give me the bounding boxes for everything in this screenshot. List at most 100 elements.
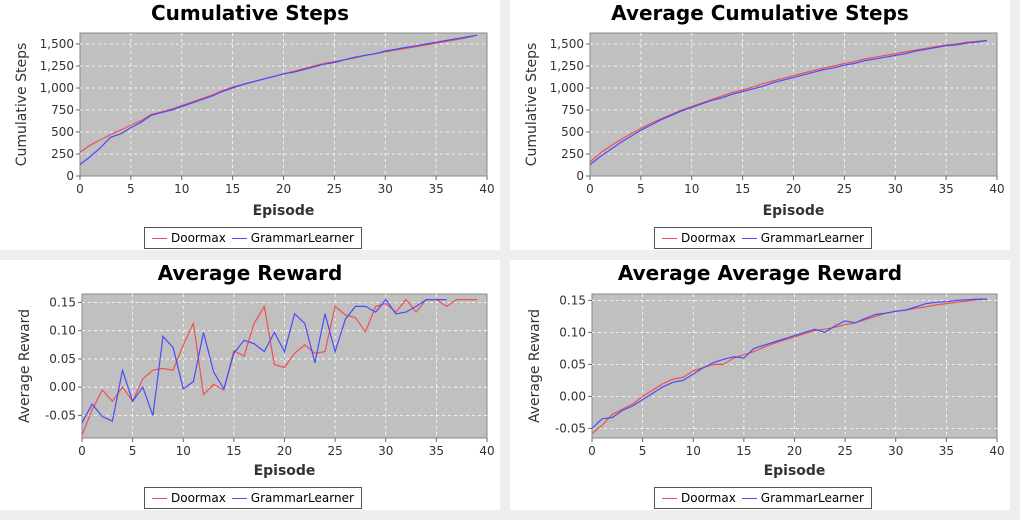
series-line-doormax [589,39,987,163]
y-axis-label: Average Reward [527,309,543,423]
chart-panel-average-cumulative-steps: Average Cumulative Steps 0 5 10 15 20 25 30 35 4… [510,0,1010,250]
y-tick-label: 0.05 [49,352,76,366]
legend-swatch-doormax [152,237,167,239]
y-axis-label: Cumulative Steps [524,43,540,167]
legend-item-doormax: Doormax [152,491,226,505]
legend-label: Doormax [171,491,226,505]
x-tick-label: 15 [735,182,750,196]
legend: Doormax GrammarLearner [654,227,872,249]
legend-item-doormax: Doormax [662,231,736,245]
x-tick-label: 15 [736,444,751,458]
x-tick-label: 35 [428,182,443,196]
y-tick-label: 0.05 [559,357,586,371]
legend: Doormax GrammarLearner [144,487,362,509]
legend-item-grammarlearner: GrammarLearner [231,231,354,245]
legend-swatch-doormax [662,237,677,239]
y-tick-label: 1,000 [40,81,74,95]
legend-swatch-doormax [662,497,677,499]
legend-label: GrammarLearner [250,231,354,245]
chart-title: Average Reward [157,261,343,285]
legend: Doormax GrammarLearner [144,227,362,249]
series-line-grammarlearner [79,34,477,166]
x-tick-label: 0 [586,182,594,196]
chart-title: Cumulative Steps [150,1,350,25]
x-tick-label: 0 [588,444,596,458]
x-tick-label: 35 [429,444,444,458]
plot-area [79,32,488,177]
x-tick-label: 20 [787,444,802,458]
x-tick-label: 25 [327,444,342,458]
y-tick-label: 500 [51,125,74,139]
series-line-grammarlearner [591,298,987,429]
x-axis-label: Episode [764,463,826,479]
legend-swatch-doormax [152,497,167,499]
x-tick-label: 10 [174,182,189,196]
y-tick-label: 0.10 [559,325,586,339]
y-tick-label: 1,500 [40,37,74,51]
x-tick-label: 10 [684,182,699,196]
chart-cumulative-steps: 0 5 10 15 20 25 30 35 40 0 250 500 750 1,000 1,250 1,50… [14,32,495,219]
legend-label: GrammarLearner [250,491,354,505]
x-tick-label: 30 [378,444,393,458]
chart-title: Average Average Reward [617,261,903,285]
legend-item-grammarlearner: GrammarLearner [231,491,354,505]
chart-average-cumulative-steps: 0 5 10 15 20 25 30 35 40 0 250 500 750 1,000 1,250 1,50… [524,32,1005,219]
legend-swatch-grammarlearner [741,497,757,499]
y-tick-label: 500 [561,125,584,139]
x-tick-label: 5 [637,182,645,196]
series-line-doormax [591,298,987,434]
y-tick-label: 1,250 [550,59,584,73]
legend-swatch-grammarlearner [231,497,247,499]
y-tick-label: 250 [561,147,584,161]
x-tick-label: 30 [378,182,393,196]
y-tick-label: 750 [51,103,74,117]
legend-label: Doormax [681,231,736,245]
legend-label: Doormax [171,231,226,245]
legend-swatch-grammarlearner [231,237,247,239]
y-tick-label: 0.15 [49,295,76,309]
y-tick-label: 0.00 [49,380,76,394]
legend-label: Doormax [681,491,736,505]
chart-average-average-reward: 0 5 10 15 20 25 30 35 40 -0.05 0.00 0.05 0.10 0.15 Epi… [527,293,1005,479]
x-tick-label: 35 [939,444,954,458]
legend-label: GrammarLearner [760,491,864,505]
y-tick-label: 750 [561,103,584,117]
chart-panel-average-reward: Average Reward 0 5 10 15 20 25 30 35 40 -0.05 0.00… [0,260,500,510]
x-tick-label: 15 [225,182,240,196]
chart-title: Average Cumulative Steps [611,1,909,25]
x-tick-label: 5 [129,444,137,458]
x-tick-label: 5 [127,182,135,196]
x-tick-label: 20 [277,444,292,458]
legend-item-doormax: Doormax [152,231,226,245]
y-tick-label: -0.05 [555,421,586,435]
x-tick-label: 5 [639,444,647,458]
y-axis-label: Cumulative Steps [14,43,30,167]
x-axis-label: Episode [253,203,315,219]
x-tick-label: 25 [837,444,852,458]
y-tick-label: 0.10 [49,324,76,338]
chart-panel-average-average-reward: Average Average Reward 0 5 10 15 20 25 30 35 40 -… [510,260,1010,510]
x-tick-label: 10 [176,444,191,458]
y-axis-label: Average Reward [17,309,33,423]
x-tick-label: 40 [989,444,1004,458]
legend: Doormax GrammarLearner [654,487,872,509]
x-tick-label: 40 [479,444,494,458]
x-axis-label: Episode [254,463,316,479]
x-tick-label: 40 [479,182,494,196]
plot-area [589,32,998,177]
x-tick-label: 20 [786,182,801,196]
y-tick-label: 1,500 [550,37,584,51]
x-tick-label: 35 [938,182,953,196]
y-tick-label: 1,000 [550,81,584,95]
legend-label: GrammarLearner [760,231,864,245]
x-tick-label: 40 [989,182,1004,196]
x-tick-label: 20 [276,182,291,196]
y-tick-label: 0 [66,169,74,183]
legend-item-doormax: Doormax [662,491,736,505]
x-tick-label: 0 [76,182,84,196]
series-line-doormax [81,298,477,436]
legend-item-grammarlearner: GrammarLearner [741,231,864,245]
x-tick-label: 25 [327,182,342,196]
x-tick-label: 30 [888,182,903,196]
legend-item-grammarlearner: GrammarLearner [741,491,864,505]
